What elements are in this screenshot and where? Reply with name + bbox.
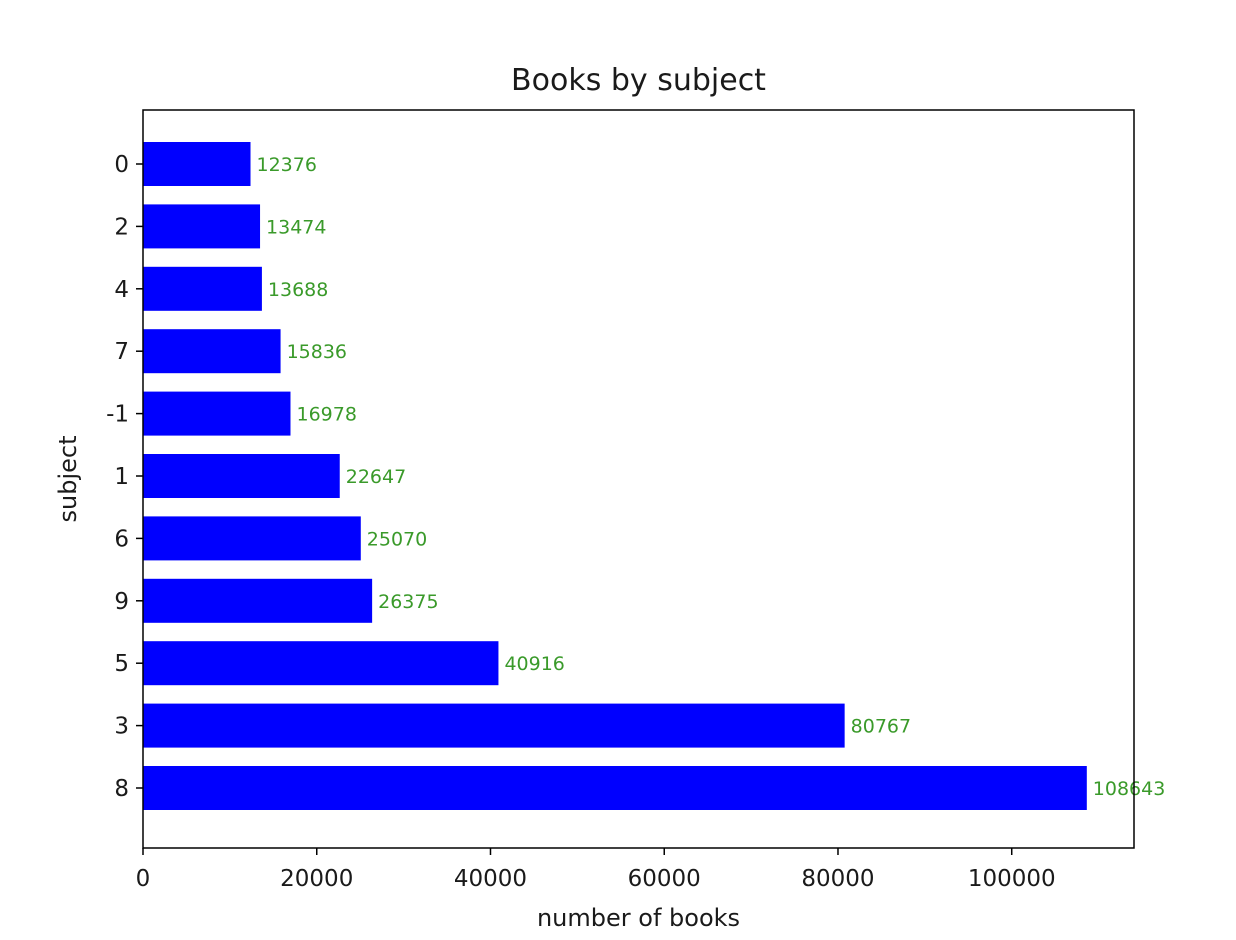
plot-frame — [142, 109, 1135, 849]
bar-subject-6 — [143, 516, 361, 561]
x-tick-label: 100000 — [968, 866, 1056, 892]
y-tick-label: 2 — [114, 214, 129, 240]
bar-subject-5 — [143, 641, 499, 686]
data-label: 25070 — [367, 528, 427, 550]
x-axis-ticks: 0 20000 40000 60000 80000 100000 — [136, 848, 1056, 892]
y-tick-label: 4 — [114, 277, 129, 303]
data-label: 15836 — [287, 341, 347, 363]
data-label: 16978 — [296, 404, 356, 426]
bars-layer — [143, 142, 1087, 810]
bar-subject-9 — [143, 578, 373, 623]
bar-subject-3 — [143, 703, 845, 748]
y-axis-label: subject — [54, 436, 82, 523]
bar-subject-7 — [143, 329, 281, 374]
data-labels-layer: 12376 13474 13688 15836 16978 22647 25070 26375… — [257, 154, 1166, 800]
x-tick-label: 60000 — [628, 866, 701, 892]
y-tick-label: 9 — [114, 589, 129, 615]
bar-subject-2 — [143, 204, 261, 249]
chart-title: Books by subject — [511, 63, 766, 98]
y-tick-label: 0 — [114, 152, 129, 178]
x-axis-label: number of books — [537, 904, 740, 932]
data-label: 108643 — [1093, 778, 1166, 800]
y-axis-ticks: 0 2 4 7 -1 1 6 9 5 3 8 — [106, 152, 143, 802]
bar-subject-1 — [143, 454, 340, 498]
x-tick-label: 0 — [136, 866, 151, 892]
bar-subject--1 — [143, 391, 291, 436]
data-label: 26375 — [378, 591, 438, 613]
y-tick-label: -1 — [106, 402, 129, 428]
x-tick-label: 80000 — [801, 866, 874, 892]
data-label: 13474 — [266, 216, 326, 238]
data-label: 12376 — [257, 154, 317, 176]
bar-subject-0 — [143, 142, 251, 186]
y-tick-label: 1 — [114, 464, 129, 490]
bar-subject-8 — [143, 766, 1087, 810]
y-tick-label: 5 — [114, 651, 129, 677]
y-tick-label: 3 — [114, 714, 129, 740]
data-label: 13688 — [268, 279, 328, 301]
y-tick-label: 7 — [114, 339, 129, 365]
x-tick-label: 40000 — [454, 866, 527, 892]
data-label: 40916 — [504, 653, 564, 675]
y-tick-label: 8 — [114, 776, 129, 802]
bar-subject-4 — [143, 266, 262, 311]
data-label: 22647 — [346, 466, 406, 488]
data-label: 80767 — [851, 716, 911, 738]
y-tick-label: 6 — [114, 526, 129, 552]
x-tick-label: 20000 — [280, 866, 353, 892]
